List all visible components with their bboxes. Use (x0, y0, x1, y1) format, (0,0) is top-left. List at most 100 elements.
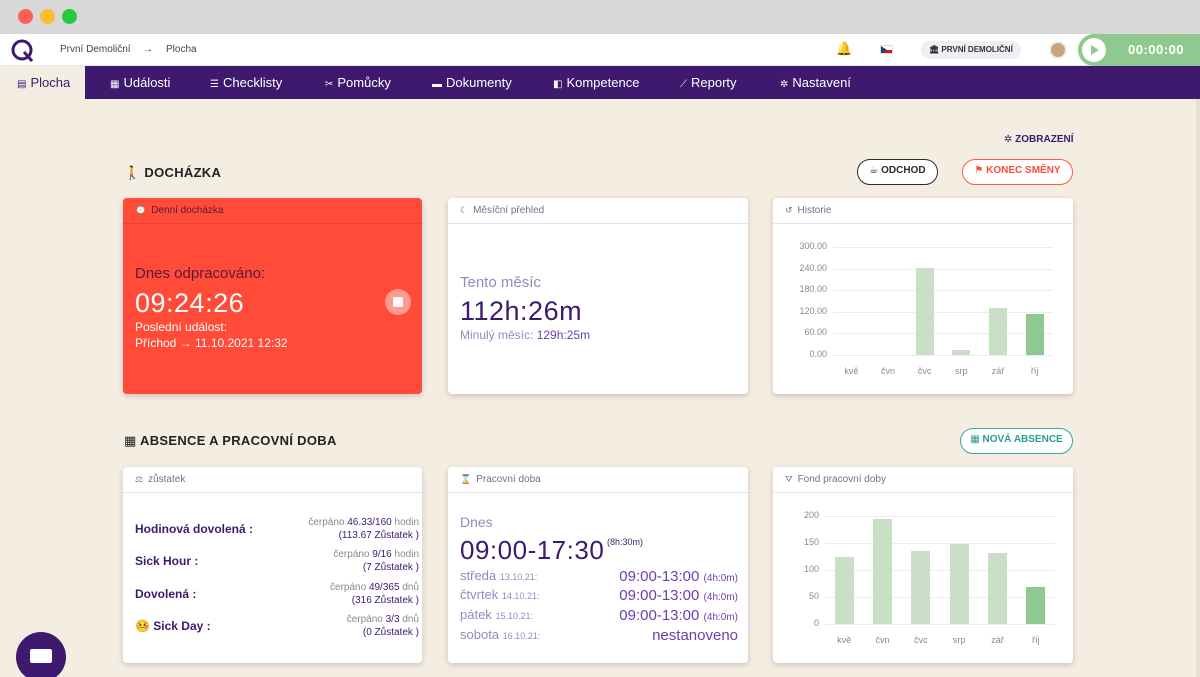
chart-bar[interactable] (989, 308, 1007, 355)
last-event-label: Poslední událost: (135, 320, 228, 334)
scales-icon: ⚖ (135, 474, 144, 484)
x-tick-label: srp (955, 366, 968, 376)
chart-bar[interactable] (949, 544, 969, 624)
used-unit: hodin (394, 517, 419, 528)
scrollbar[interactable] (1196, 99, 1200, 677)
chart-bar[interactable] (834, 556, 854, 624)
used-label: čerpáno (346, 614, 383, 625)
nav-item-udalosti[interactable]: ▦ Události (110, 75, 170, 90)
schedule-time: nestanoveno (652, 627, 738, 644)
x-tick-label: čvc (914, 635, 928, 645)
balance-used: čerpáno 3/3 dnů (347, 614, 419, 625)
x-tick-label: čvn (875, 635, 890, 645)
nav-label: Pomůcky (337, 75, 391, 90)
nav-label: Plocha (30, 75, 71, 90)
time-length: (4h:0m) (703, 573, 738, 584)
grid-line (833, 311, 1053, 313)
x-tick-label: kvě (837, 635, 852, 645)
used-label: čerpáno (308, 517, 345, 528)
nav-item-checklisty[interactable]: ☰ Checklisty (210, 75, 282, 90)
schedule-row: pátek 15.10.21: 09:00-13:00 (4h:0m) (460, 607, 738, 625)
display-settings-label: ZOBRAZENÍ (1015, 134, 1074, 145)
close-window-button[interactable] (18, 9, 33, 24)
time-range: 09:00-13:00 (619, 607, 700, 624)
x-tick-label: říj (1030, 366, 1039, 376)
company-badge[interactable]: 🏛 PRVNÍ DEMOLIČNÍ (921, 41, 1021, 59)
balance-remaining: (7 Zůstatek ) (362, 562, 419, 573)
used-label: čerpáno (333, 549, 370, 560)
day-name: středa (460, 568, 497, 583)
stop-icon[interactable] (385, 289, 411, 315)
nav-item-pomucky[interactable]: ✂ Pomůcky (325, 75, 391, 90)
end-shift-button[interactable]: ⚑ KONEC SMĚNY (962, 159, 1073, 185)
chart-bar[interactable] (1025, 314, 1044, 355)
fund-icon: ⛛ (785, 474, 793, 484)
chart-bar[interactable] (915, 267, 934, 355)
today-label: Dnes (460, 514, 493, 530)
chart-bar[interactable] (873, 518, 892, 624)
watch-icon: ⌚ (135, 205, 147, 215)
grid-line (825, 516, 1055, 517)
schedule-day: sobota 16.10.21: (460, 627, 540, 642)
new-absence-button-label: NOVÁ ABSENCE (982, 434, 1063, 445)
nav-item-nastaveni[interactable]: ✲ Nastavení (780, 75, 851, 90)
x-tick-label: srp (952, 635, 966, 645)
time-length: (4h:0m) (703, 612, 738, 623)
breadcrumb-company[interactable]: První Demoliční (60, 44, 131, 55)
minimize-window-button[interactable] (40, 9, 55, 24)
leave-button-label: ODCHOD (881, 165, 926, 176)
y-tick-label: 0.00 (809, 349, 827, 359)
this-month-label: Tento měsíc (460, 274, 541, 291)
day-name: čtvrtek (460, 587, 499, 602)
end-shift-button-label: KONEC SMĚNY (986, 165, 1061, 176)
chart-line-icon: ⟋ (680, 79, 687, 90)
schedule-row: čtvrtek 14.10.21: 09:00-13:00 (4h:0m) (460, 587, 738, 605)
chat-button[interactable] (16, 632, 66, 677)
work-hours-card: ⌛ Pracovní doba Dnes 09:00-17:30 (8h:30m)… (448, 467, 748, 663)
balance-remaining: (316 Zůstatek ) (351, 595, 419, 606)
gear-icon: ✲ (780, 79, 789, 90)
y-tick-label: 300.00 (799, 241, 827, 251)
leave-button[interactable]: ☕ ODCHOD (857, 159, 938, 185)
balance-header: ⚖ zůstatek (123, 467, 422, 493)
day-date: 15.10.21: (495, 611, 533, 621)
calendar-icon: ▦ (110, 79, 120, 90)
chart-bar[interactable] (952, 349, 971, 355)
nav-item-kompetence[interactable]: ◧ Kompetence (553, 75, 639, 90)
user-avatar[interactable] (1049, 41, 1067, 59)
used-label: čerpáno (330, 582, 367, 593)
used-value: 3/3 (385, 614, 400, 625)
app-logo-icon[interactable] (10, 38, 36, 64)
breadcrumb-arrow-icon: → (143, 44, 153, 55)
used-value: 9/16 (372, 549, 392, 560)
schedule-day: čtvrtek 14.10.21: (460, 587, 539, 602)
new-absence-button[interactable]: ▦ NOVÁ ABSENCE (960, 428, 1073, 454)
nav-item-reporty[interactable]: ⟋ Reporty (680, 75, 737, 90)
y-tick-label: 60.00 (804, 327, 827, 338)
id-card-icon: ◧ (553, 79, 563, 90)
timer-value: 00:00:00 (1128, 42, 1185, 57)
time-length: (4h:0m) (703, 592, 738, 603)
day-date: 16.10.21: (502, 631, 541, 641)
notification-bell-icon[interactable]: 🔔 (836, 41, 853, 56)
balance-head-label: zůstatek (148, 474, 186, 485)
maximize-window-button[interactable] (62, 9, 77, 24)
time-range: 09:00-13:00 (619, 568, 700, 585)
czech-flag-icon[interactable] (880, 45, 893, 54)
schedule-row: sobota 16.10.21: nestanoveno (460, 627, 738, 645)
balance-card: ⚖ zůstatek Hodinová dovolená : čerpáno 46.… (123, 467, 422, 663)
display-settings-link[interactable]: ✲ ZOBRAZENÍ (1004, 134, 1074, 145)
list-icon: ☰ (210, 79, 219, 90)
last-event-value: Příchod → 11.10.2021 12:32 (135, 336, 288, 350)
chart-bar[interactable] (1026, 587, 1046, 624)
last-month-label: Minulý měsíc: (460, 328, 534, 342)
schedule-time: 09:00-13:00 (4h:0m) (619, 587, 738, 604)
nav-item-dokumenty[interactable]: ▬ Dokumenty (432, 75, 512, 90)
x-tick-label: zář (991, 635, 1004, 645)
top-bar: První Demoliční → Plocha 🔔 🏛 PRVNÍ DEMOL… (0, 34, 1200, 66)
nav-item-plocha[interactable]: ▤ Plocha (0, 66, 85, 99)
play-icon[interactable] (1082, 38, 1106, 62)
y-tick-label: 50 (808, 591, 819, 601)
chart-bar[interactable] (911, 551, 931, 624)
chart-bar[interactable] (988, 552, 1007, 624)
